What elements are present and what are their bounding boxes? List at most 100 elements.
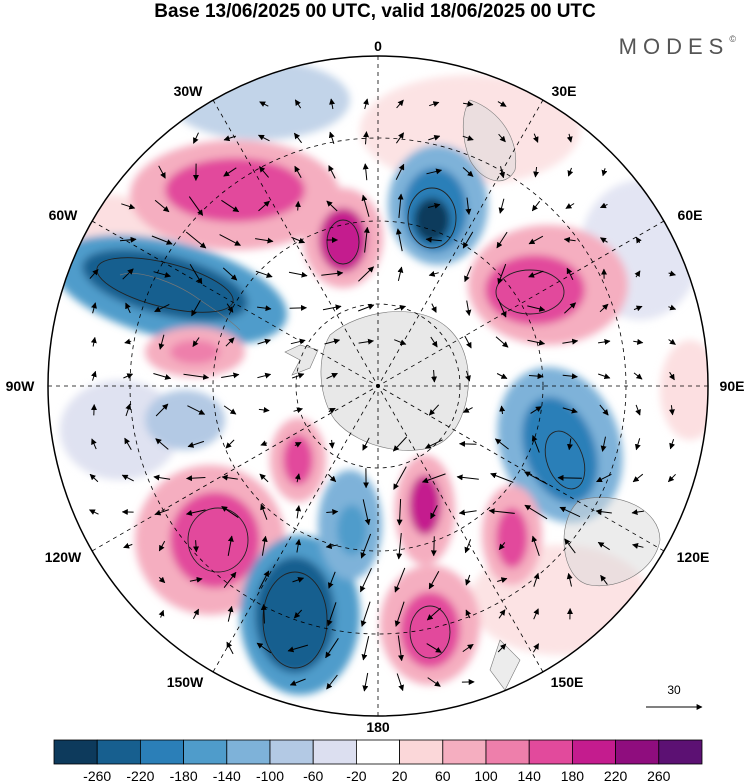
wind-vector [258,570,270,590]
wind-vector [221,474,238,481]
wind-vector [295,505,302,519]
wind-vector [566,133,573,143]
wind-vector [221,199,240,213]
wind-vector [428,570,440,590]
wind-vector [595,508,612,515]
colorbar-tick-label: 100 [474,768,498,783]
wind-vector [527,339,546,346]
wind-vector [227,605,234,622]
anomaly-neg [145,390,225,450]
wind-vector [260,440,268,447]
wind-vector [532,133,539,143]
wind-vector [566,267,574,281]
wind-vector [497,643,507,653]
wind-vector [226,641,234,655]
colorbar-swatch [312,739,357,765]
wind-vector [260,603,267,624]
map-disk [48,56,708,716]
wind-vector [426,607,442,621]
wind-vector [219,234,241,246]
brand-name: MODES [618,34,730,59]
anomaly-weak-pos [660,340,708,440]
wind-vector [192,608,200,620]
wind-vector [498,542,506,551]
wind-vector [225,337,235,347]
contour [187,507,249,573]
wind-vector [186,475,206,482]
lon-label-0: 0 [374,38,382,54]
wind-vector [635,236,642,244]
wind-vector [533,166,540,178]
wind-vector [565,203,575,209]
wind-vector [496,373,508,379]
colorbar-tick-label: 60 [435,768,451,783]
anomaly-pos-core [319,208,367,272]
wind-vector [326,200,338,212]
wind-vector [396,533,403,560]
wind-vector [464,266,472,283]
longitude-labels: 0 30E 60E 90E 120E 150E 180 150W 120W 90… [6,38,745,735]
wind-vector [183,373,210,380]
wind-vector [223,405,237,415]
africa-tip [462,99,517,182]
wind-vector [599,404,609,416]
wind-vector [462,643,474,653]
wind-vector [294,99,302,109]
wind-vector [153,474,171,481]
wind-vector [158,334,165,350]
lon-label-150e: 150E [551,674,584,690]
wind-vector [289,678,306,686]
wind-vector [462,135,474,141]
wind-vector [292,372,305,379]
contour [407,187,457,249]
wind-vector [430,536,437,557]
wind-vector [328,165,336,179]
wind-vector [428,270,439,277]
wind-vector [321,270,344,277]
wind-vector [154,303,170,313]
lon-label-90e: 90E [720,378,745,394]
wind-vector [158,540,166,552]
wind-vector [322,304,342,311]
wind-vector [258,406,270,413]
wind-vector [397,635,404,662]
lon-label-150w: 150W [167,674,204,690]
wind-vector [257,134,270,142]
lon-label-30e: 30E [552,83,577,99]
wind-vector [462,407,473,413]
wind-vector [464,539,472,554]
anomaly-pos-core [400,592,460,668]
wind-vector [533,572,540,587]
antarctic-peninsula [284,344,319,376]
wind-vector [634,438,641,451]
wind-vector [226,303,234,313]
wind-vector [393,466,407,490]
colorbar-swatch [139,739,184,765]
wind-vector [462,231,474,249]
contour [544,430,586,490]
wind-vector [158,576,166,584]
wind-vector [256,642,272,654]
wind-vector [531,434,540,453]
wind-vector [528,270,544,278]
wind-vector [498,133,506,143]
wind-vector [287,644,309,653]
anomaly-pos-core [409,475,441,535]
colorbar-swatch [183,739,228,765]
wind-vector [362,437,370,451]
wind-vector [598,373,611,380]
wind-vector [358,304,375,312]
wind-vector [528,235,544,245]
wind-vector [562,338,579,345]
wind-vector [327,571,336,589]
wind-vector [295,538,302,553]
colorbar-tick-label: -260 [83,768,111,783]
wind-vector [424,439,443,449]
lon-label-120e: 120E [677,549,710,565]
wind-vector [187,440,205,448]
anomaly-pos-core [170,340,220,364]
wind-vector [362,499,371,526]
wind-vector [259,473,269,483]
colorbar-tick-label: -140 [213,768,241,783]
south-america-coast [119,273,241,331]
